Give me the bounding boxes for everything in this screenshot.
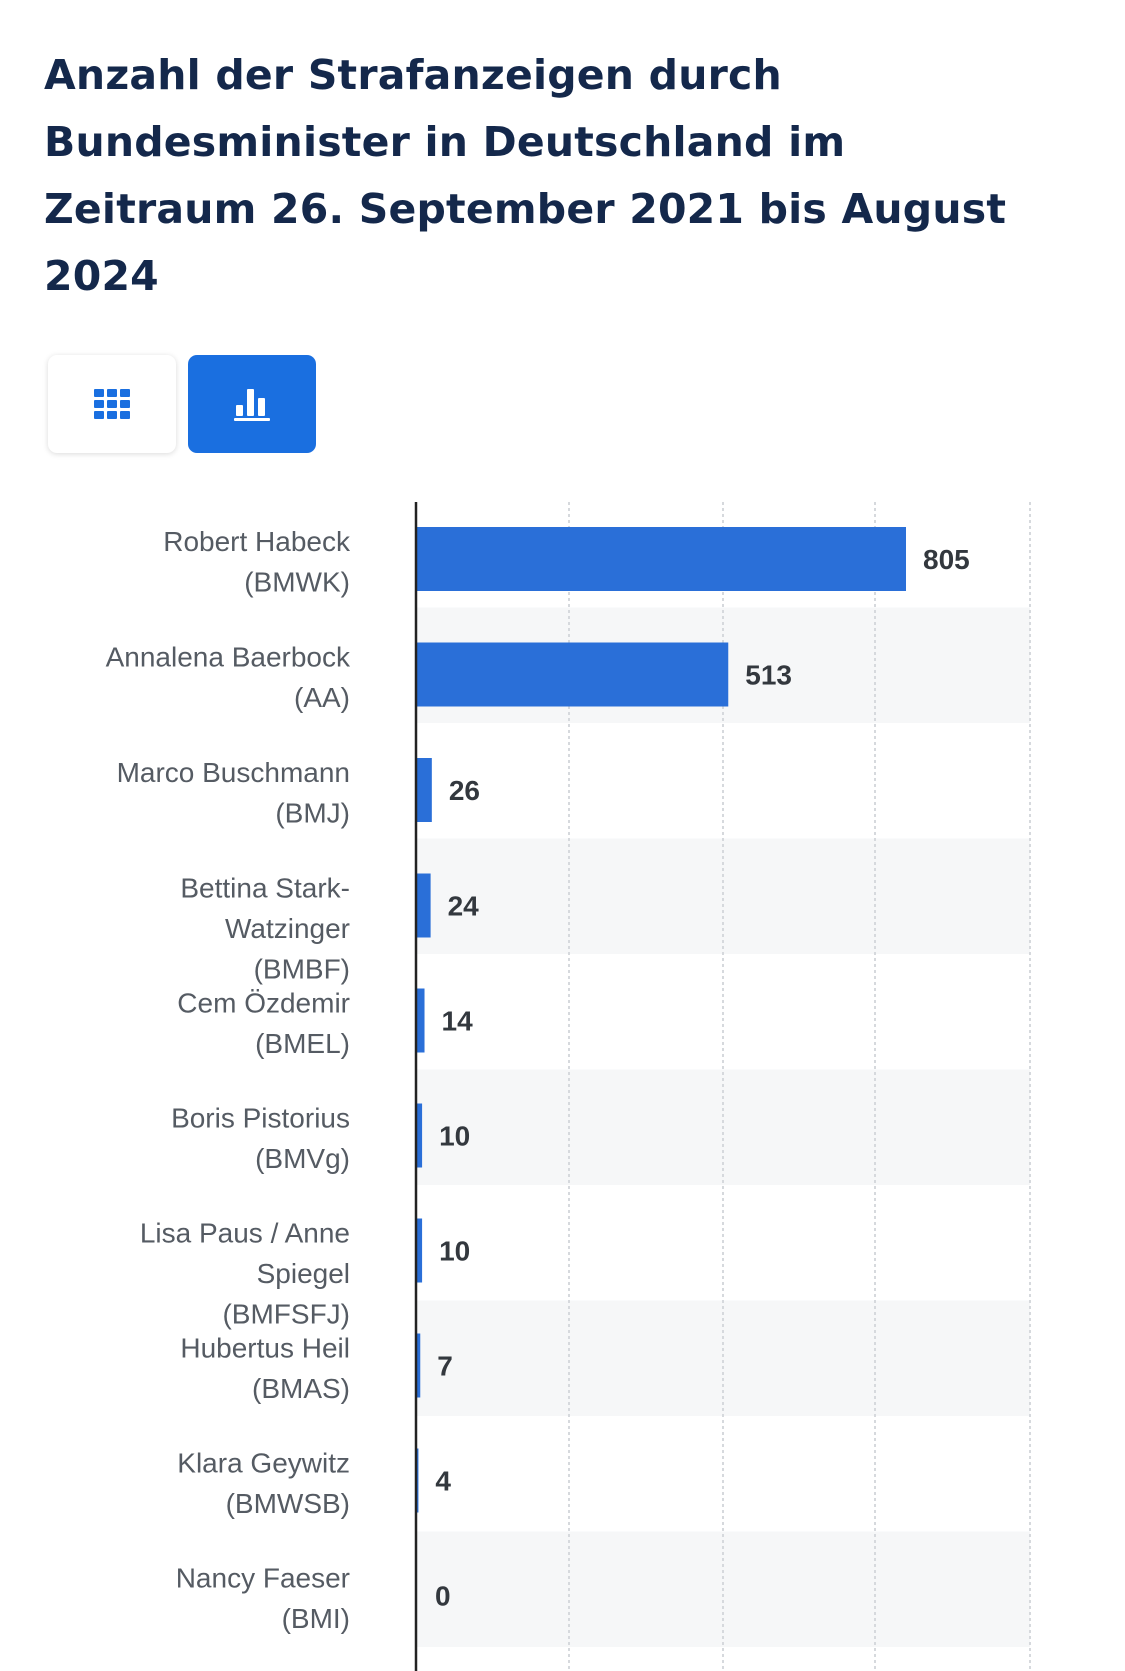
chart-view-button[interactable] — [188, 355, 316, 453]
category-label: Annalena Baerbock — [106, 642, 351, 673]
bar — [416, 1103, 423, 1168]
category-label: Watzinger — [225, 913, 350, 944]
category-label: (BMBF) — [254, 954, 350, 985]
category-label: (BMAS) — [252, 1373, 350, 1404]
data-label: 26 — [449, 775, 480, 806]
data-label: 7 — [437, 1351, 453, 1382]
data-label: 24 — [448, 891, 480, 922]
category-label: (BMFSFJ) — [222, 1299, 350, 1330]
data-label: 14 — [442, 1006, 474, 1037]
bar — [416, 758, 432, 822]
category-label: (BMJ) — [275, 798, 350, 829]
bar — [416, 873, 431, 938]
table-view-button[interactable] — [48, 355, 176, 453]
category-label: (BMEL) — [255, 1028, 350, 1059]
data-label: 0 — [435, 1581, 451, 1612]
bar — [416, 1218, 423, 1283]
bar-chart-icon — [234, 389, 270, 421]
grid-icon — [94, 389, 130, 419]
data-label: 805 — [923, 544, 970, 575]
bar — [416, 988, 425, 1053]
category-label: (BMI) — [282, 1603, 350, 1634]
category-label: Nancy Faeser — [176, 1563, 350, 1594]
data-label: 4 — [435, 1466, 451, 1497]
category-label: (BMWSB) — [226, 1488, 350, 1519]
category-label: Cem Özdemir — [177, 988, 350, 1019]
bar-chart: 805 Robert Habeck (BMWK) 513 Annalena Baerbo… — [106, 502, 1031, 1671]
category-label: Hubertus Heil — [180, 1333, 350, 1364]
category-label: Spiegel — [257, 1258, 350, 1289]
category-label: Klara Geywitz — [177, 1448, 350, 1479]
bar — [416, 642, 729, 707]
category-label: Boris Pistorius — [171, 1103, 350, 1134]
data-label: 10 — [439, 1236, 470, 1267]
category-label: Robert Habeck — [163, 526, 351, 557]
category-label: Bettina Stark- — [180, 873, 350, 904]
data-label: 10 — [439, 1121, 470, 1152]
category-label: (BMWK) — [244, 567, 350, 598]
bar — [416, 527, 906, 591]
category-label: (AA) — [294, 682, 350, 713]
category-label: Lisa Paus / Anne — [140, 1218, 350, 1249]
chart-title: Anzahl der Strafanzeigen durch Bundesmin… — [44, 51, 1007, 300]
bar — [416, 1333, 421, 1398]
category-label: Marco Buschmann — [117, 757, 350, 788]
data-label: 513 — [745, 660, 792, 691]
category-label: (BMVg) — [255, 1143, 350, 1174]
